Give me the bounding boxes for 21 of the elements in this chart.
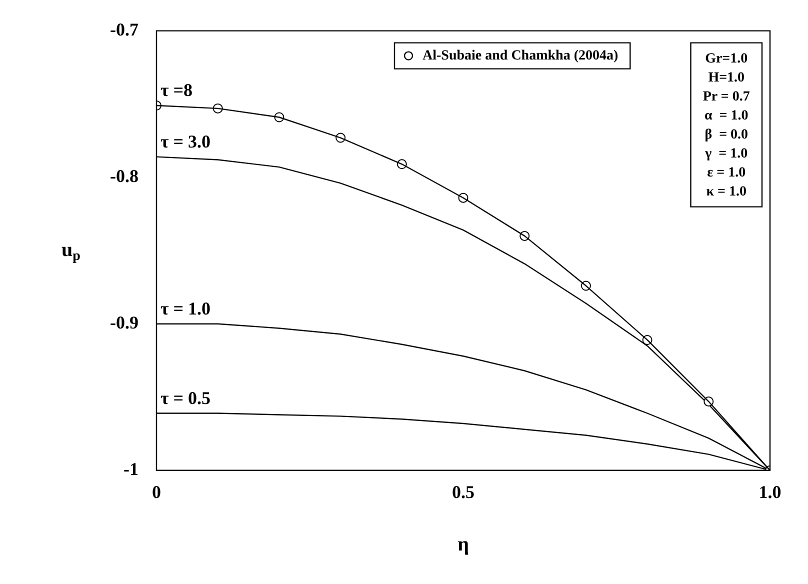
- x-tick-label: 0: [152, 482, 161, 502]
- y-tick-label: -1: [123, 459, 138, 480]
- series-label: τ = 3.0: [160, 131, 211, 152]
- x-tick-label: 1.0: [758, 482, 782, 502]
- annotation: κ = 1.0: [706, 184, 747, 200]
- annotation: Pr = 0.7: [702, 89, 750, 104]
- annotation: ε = 1.0: [707, 165, 746, 180]
- series-label: τ =8: [160, 80, 193, 100]
- annotation: Gr=1.0: [705, 51, 748, 66]
- y-tick-label: -0.8: [110, 166, 138, 186]
- y-tick-label: -0.7: [110, 19, 138, 40]
- annotation: β = 0.0: [704, 127, 748, 142]
- annotation: γ = 1.0: [704, 146, 748, 162]
- x-axis-title: η: [458, 534, 469, 556]
- y-tick-label: -0.9: [110, 312, 138, 333]
- series-label: τ = 1.0: [160, 298, 211, 319]
- annotation: α = 1.0: [704, 108, 748, 124]
- x-tick-label: 0.5: [452, 482, 474, 502]
- legend-label: Al-Subaie and Chamkha (2004a): [422, 48, 618, 64]
- annotation: H=1.0: [708, 70, 745, 86]
- series-label: τ = 0.5: [160, 388, 211, 408]
